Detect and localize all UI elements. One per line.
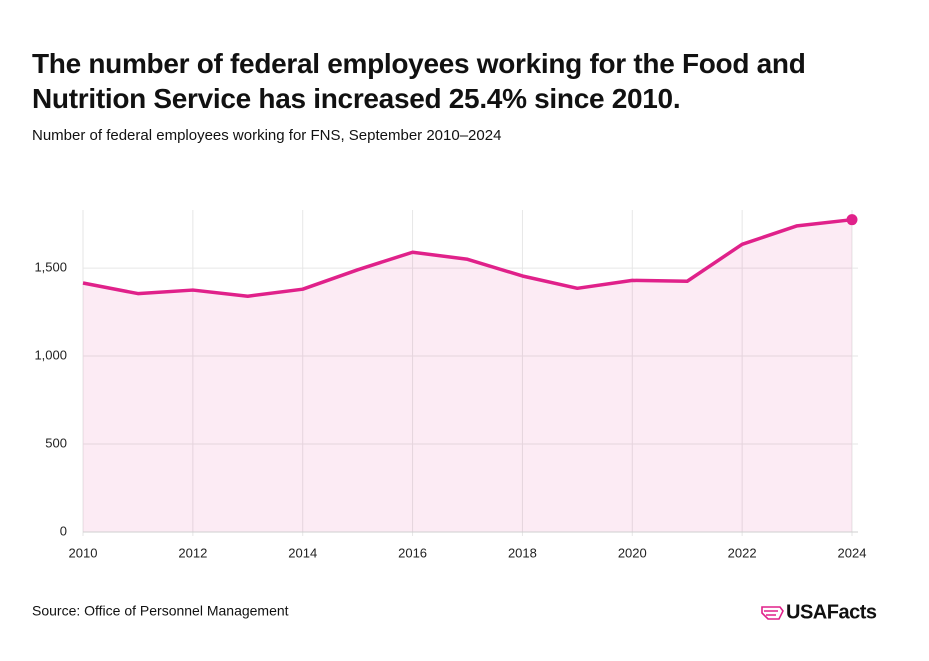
logo-icon bbox=[761, 606, 784, 620]
chart-title: The number of federal employees working … bbox=[32, 48, 806, 114]
line bbox=[82, 217, 853, 298]
source: Source: Office of Personnel Management bbox=[32, 603, 289, 619]
y-tick-label: 1,500 bbox=[34, 260, 67, 275]
x-tick-label: 2016 bbox=[398, 545, 427, 560]
x-tick-label: 2012 bbox=[178, 545, 207, 560]
x-tick-label: 2024 bbox=[838, 545, 867, 560]
x-tick-label: 2010 bbox=[69, 545, 98, 560]
chart-subtitle: Number of federal employees working for … bbox=[32, 127, 501, 144]
title-box: The number of federal employees working … bbox=[32, 48, 806, 114]
x-tick-label: 2022 bbox=[728, 545, 757, 560]
area bbox=[83, 219, 852, 532]
x-tick-label: 2018 bbox=[508, 545, 537, 560]
logo: USAFacts bbox=[786, 601, 877, 623]
end-point bbox=[846, 214, 858, 226]
x-tick-label: 2020 bbox=[618, 545, 647, 560]
x-tick-label: 2014 bbox=[288, 545, 317, 560]
y-tick-label: 500 bbox=[45, 435, 67, 450]
y-tick-label: 1,000 bbox=[34, 347, 67, 362]
y-tick-label: 0 bbox=[60, 523, 67, 538]
